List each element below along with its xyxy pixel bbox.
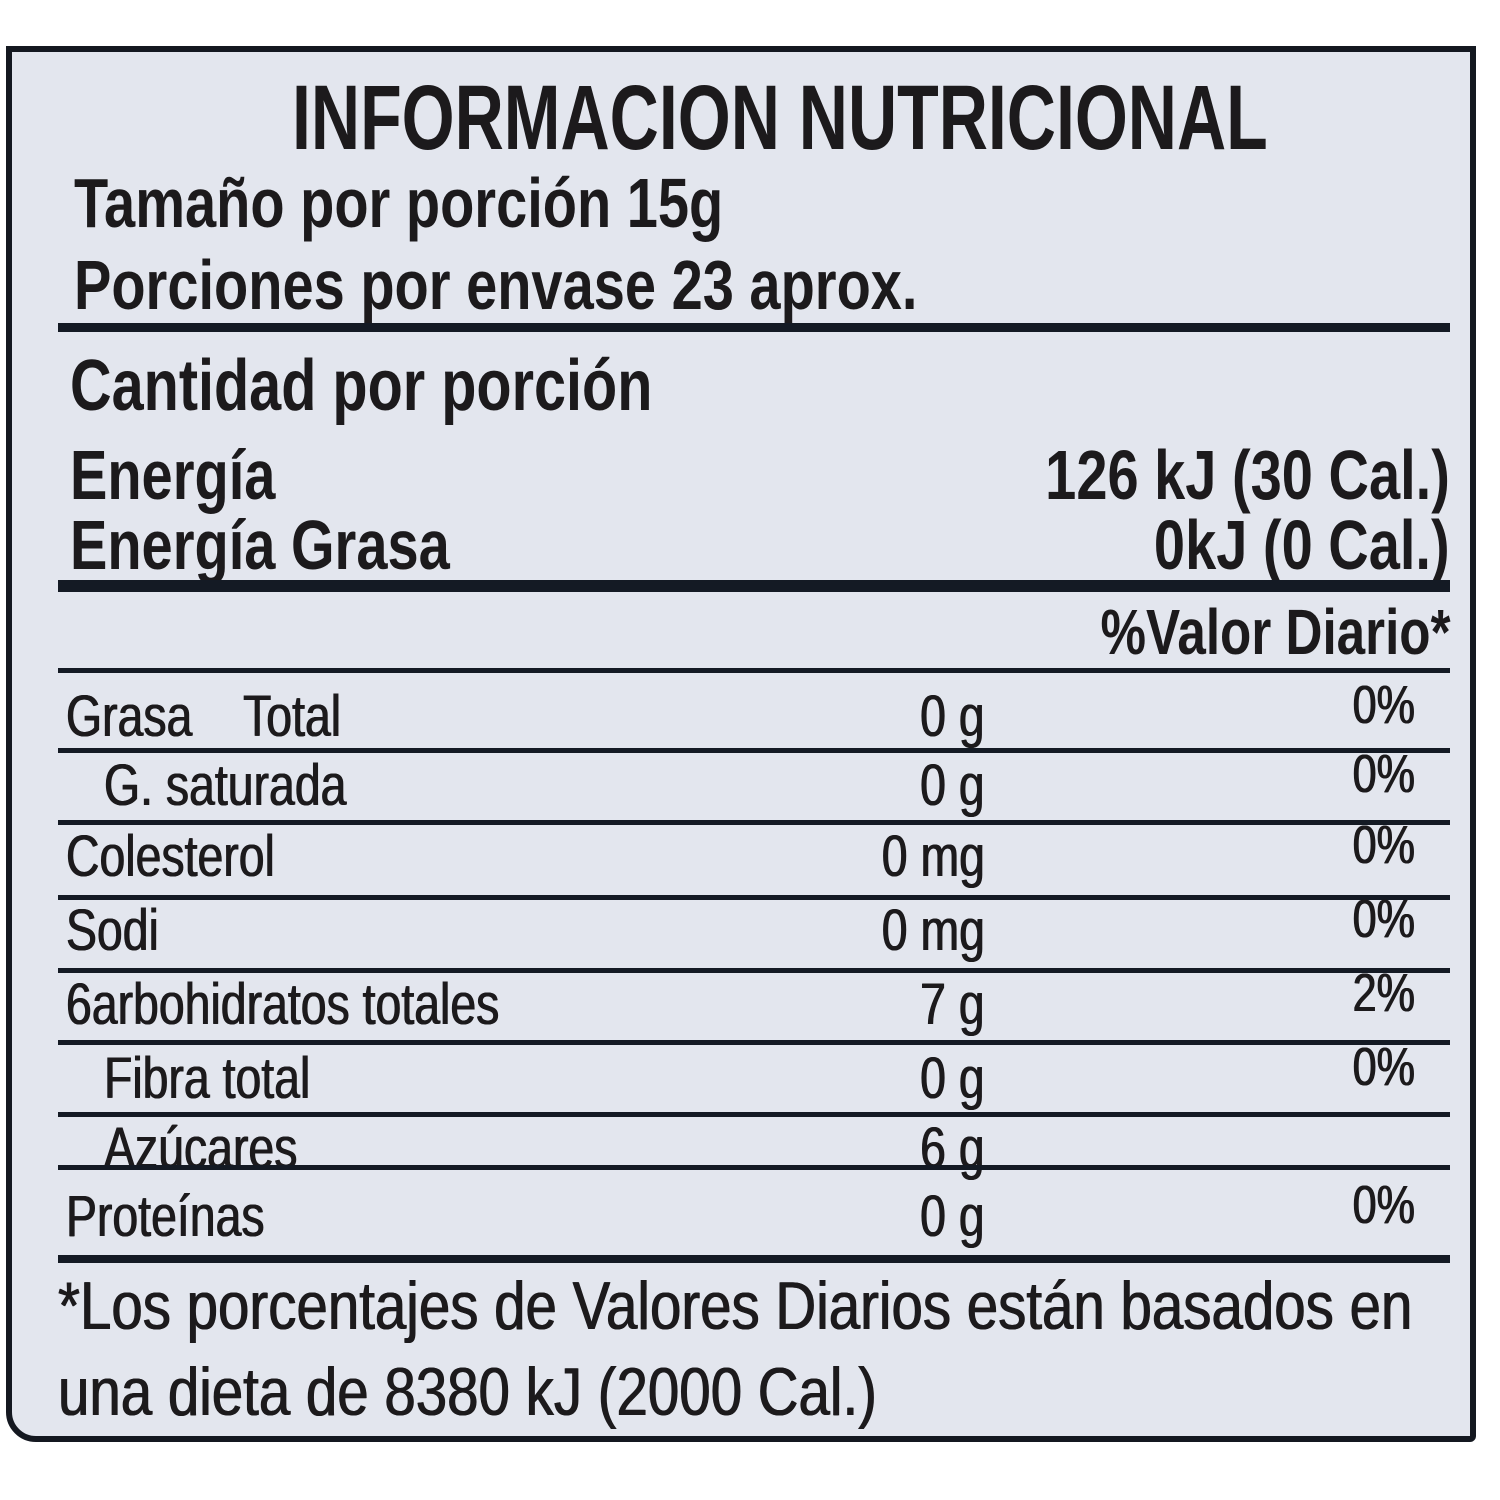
footnote-line-2: una dieta de 8380 kJ (2000 Cal.) — [58, 1354, 877, 1430]
nutrient-amount: 0 g — [920, 1046, 985, 1111]
nutrient-label: G. saturada — [104, 753, 347, 818]
energy-fat-value: 0kJ (0 Cal.) — [1154, 506, 1450, 584]
nutrient-amount: 0 mg — [881, 824, 985, 889]
nutrient-label: Grasa Total — [66, 684, 342, 749]
nutrient-daily-value: 0% — [1352, 815, 1415, 875]
nutrient-label: Fibra total — [104, 1046, 311, 1111]
divider — [58, 968, 1450, 973]
divider-thick — [58, 323, 1450, 332]
nutrient-daily-value: 0% — [1352, 889, 1415, 949]
divider — [58, 1112, 1450, 1117]
nutrient-daily-value: 0% — [1352, 744, 1415, 804]
nutrient-daily-value: 0% — [1352, 1037, 1415, 1097]
divider — [58, 1165, 1450, 1170]
nutrient-amount: 0 g — [920, 1184, 985, 1249]
amount-per-serving: Cantidad por porción — [70, 346, 653, 426]
divider — [58, 1040, 1450, 1045]
nutrient-label: Colesterol — [66, 824, 275, 889]
nutrient-daily-value: 0% — [1352, 675, 1415, 735]
serving-size: Tamaño por porción 15g — [74, 164, 724, 242]
nutrition-label — [6, 46, 1476, 1442]
nutrient-amount: 7 g — [920, 972, 985, 1037]
nutrient-label: Sodi — [66, 898, 159, 963]
nutrient-label: Proteínas — [66, 1184, 265, 1249]
divider — [58, 895, 1450, 900]
footnote-line-1: *Los porcentajes de Valores Diarios está… — [58, 1268, 1413, 1344]
daily-value-header: %Valor Diario* — [1100, 596, 1450, 668]
nutrient-amount: 0 mg — [881, 898, 985, 963]
divider — [58, 748, 1450, 753]
nutrient-daily-value: 0% — [1352, 1175, 1415, 1235]
divider — [58, 820, 1450, 825]
servings-per-container: Porciones por envase 23 aprox. — [74, 246, 918, 324]
divider-thick — [58, 1255, 1450, 1263]
energy-value: 126 kJ (30 Cal.) — [1045, 436, 1450, 514]
divider — [58, 668, 1450, 673]
nutrient-amount: 0 g — [920, 684, 985, 749]
label-title: INFORMACION NUTRICIONAL — [292, 67, 1268, 169]
nutrient-label: 6arbohidratos totales — [66, 972, 500, 1037]
divider-thick — [58, 580, 1450, 592]
nutrient-amount: 0 g — [920, 753, 985, 818]
energy-fat-label: Energía Grasa — [70, 506, 450, 584]
nutrient-daily-value: 2% — [1352, 963, 1415, 1023]
energy-label: Energía — [70, 436, 276, 514]
